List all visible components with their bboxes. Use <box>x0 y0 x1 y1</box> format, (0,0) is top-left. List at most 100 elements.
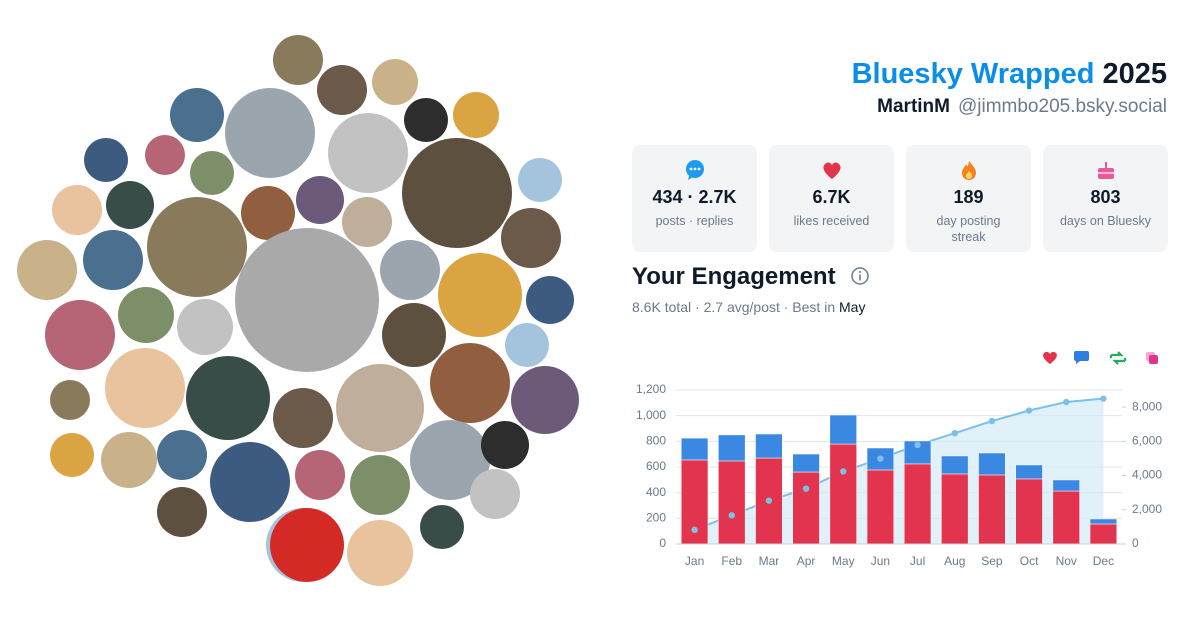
stat-value: 6.7K <box>812 187 851 207</box>
avatar <box>402 138 512 248</box>
avatar <box>190 151 234 195</box>
x-tick-label: Nov <box>1056 554 1077 568</box>
line-point <box>877 455 884 462</box>
avatar <box>410 420 490 500</box>
avatar <box>210 442 290 522</box>
avatar <box>382 303 446 367</box>
x-tick-label: Apr <box>797 554 816 568</box>
stat-card: 6.7K likes received <box>769 145 894 252</box>
avatar <box>50 433 94 477</box>
stat-value: 189 <box>953 187 984 207</box>
bar <box>941 455 969 475</box>
y2-tick-label: 2,000 <box>1132 502 1162 516</box>
best-month: May <box>839 299 866 315</box>
legend-icon[interactable] <box>1109 351 1127 365</box>
x-tick-label: Sep <box>981 554 1003 568</box>
y-tick-label: 1,200 <box>636 382 666 396</box>
title-brand: Bluesky Wrapped <box>851 58 1095 90</box>
x-tick-label: Jul <box>910 554 925 568</box>
line-point <box>840 468 847 475</box>
avatar <box>481 421 529 469</box>
info-icon[interactable] <box>850 266 870 286</box>
avatar <box>84 138 128 182</box>
section-title: Your Engagement <box>632 263 870 291</box>
handle: @jimmbo205.bsky.social <box>957 96 1167 117</box>
legend-icon[interactable] <box>1074 351 1089 364</box>
avatar <box>372 59 418 105</box>
avatar <box>170 88 224 142</box>
bar <box>680 437 709 461</box>
avatar <box>270 508 344 582</box>
avatar <box>52 185 102 235</box>
bar <box>1052 490 1080 545</box>
avatar <box>380 240 440 300</box>
avatar <box>347 520 413 586</box>
avatar <box>101 432 157 488</box>
y-tick-label: 0 <box>659 536 666 550</box>
section-title-text: Your Engagement <box>632 263 836 290</box>
avatar <box>145 135 185 175</box>
bar <box>792 471 820 545</box>
avatar <box>438 253 522 337</box>
avatar <box>105 348 185 428</box>
avatar <box>404 98 448 142</box>
y2-tick-label: 8,000 <box>1132 399 1162 413</box>
y2-tick-label: 0 <box>1132 536 1139 550</box>
bar <box>903 463 932 545</box>
avatar <box>505 323 549 367</box>
avatar <box>350 455 410 515</box>
legend-icon[interactable] <box>1043 351 1057 364</box>
avatar <box>511 366 579 434</box>
display-name: MartinM <box>877 96 950 117</box>
avatar <box>157 430 207 480</box>
bar <box>829 414 857 445</box>
icon <box>822 162 841 179</box>
x-tick-label: Jun <box>871 554 890 568</box>
bar <box>829 443 857 545</box>
line-point <box>951 429 958 437</box>
y2-tick-label: 6,000 <box>1132 434 1162 448</box>
stat-label: day posting streak <box>936 214 1001 244</box>
stat-value: 803 <box>1090 187 1121 207</box>
x-tick-label: Feb <box>721 554 742 568</box>
x-tick-label: Aug <box>944 554 965 568</box>
legend-icon[interactable] <box>1149 355 1158 364</box>
avatar <box>295 450 345 500</box>
x-tick-label: Oct <box>1020 554 1039 568</box>
bar <box>903 440 932 465</box>
x-tick-label: Mar <box>759 554 780 568</box>
legend <box>1043 351 1158 365</box>
title: Bluesky Wrapped 2025 <box>852 58 1167 91</box>
line-point <box>1063 398 1070 406</box>
avatar <box>470 469 520 519</box>
avatar <box>273 35 323 85</box>
line-point <box>728 512 735 519</box>
title-year: 2025 <box>1102 58 1167 90</box>
avatar <box>501 208 561 268</box>
bar <box>1089 518 1118 525</box>
line-point <box>765 497 773 504</box>
bar <box>978 474 1006 545</box>
avatar <box>106 181 154 229</box>
bar <box>1089 523 1118 545</box>
x-tick-label: Jan <box>685 554 704 568</box>
y-tick-label: 200 <box>646 511 666 525</box>
avatar <box>186 356 270 440</box>
x-tick-label: May <box>832 554 855 568</box>
avatar <box>328 113 408 193</box>
line-point <box>691 526 698 534</box>
user-line: MartinM @jimmbo205.bsky.social <box>877 96 1167 118</box>
avatar <box>453 92 499 138</box>
icon <box>1097 162 1114 179</box>
avatar <box>420 505 464 549</box>
bar <box>978 452 1006 476</box>
avatar <box>235 228 379 372</box>
avatar <box>342 197 392 247</box>
avatar-collage <box>17 35 579 586</box>
stat-value: 434 · 2.7K <box>652 187 737 207</box>
avatar <box>273 388 333 448</box>
icon <box>685 160 704 180</box>
bar <box>718 434 746 462</box>
avatar <box>225 88 315 178</box>
